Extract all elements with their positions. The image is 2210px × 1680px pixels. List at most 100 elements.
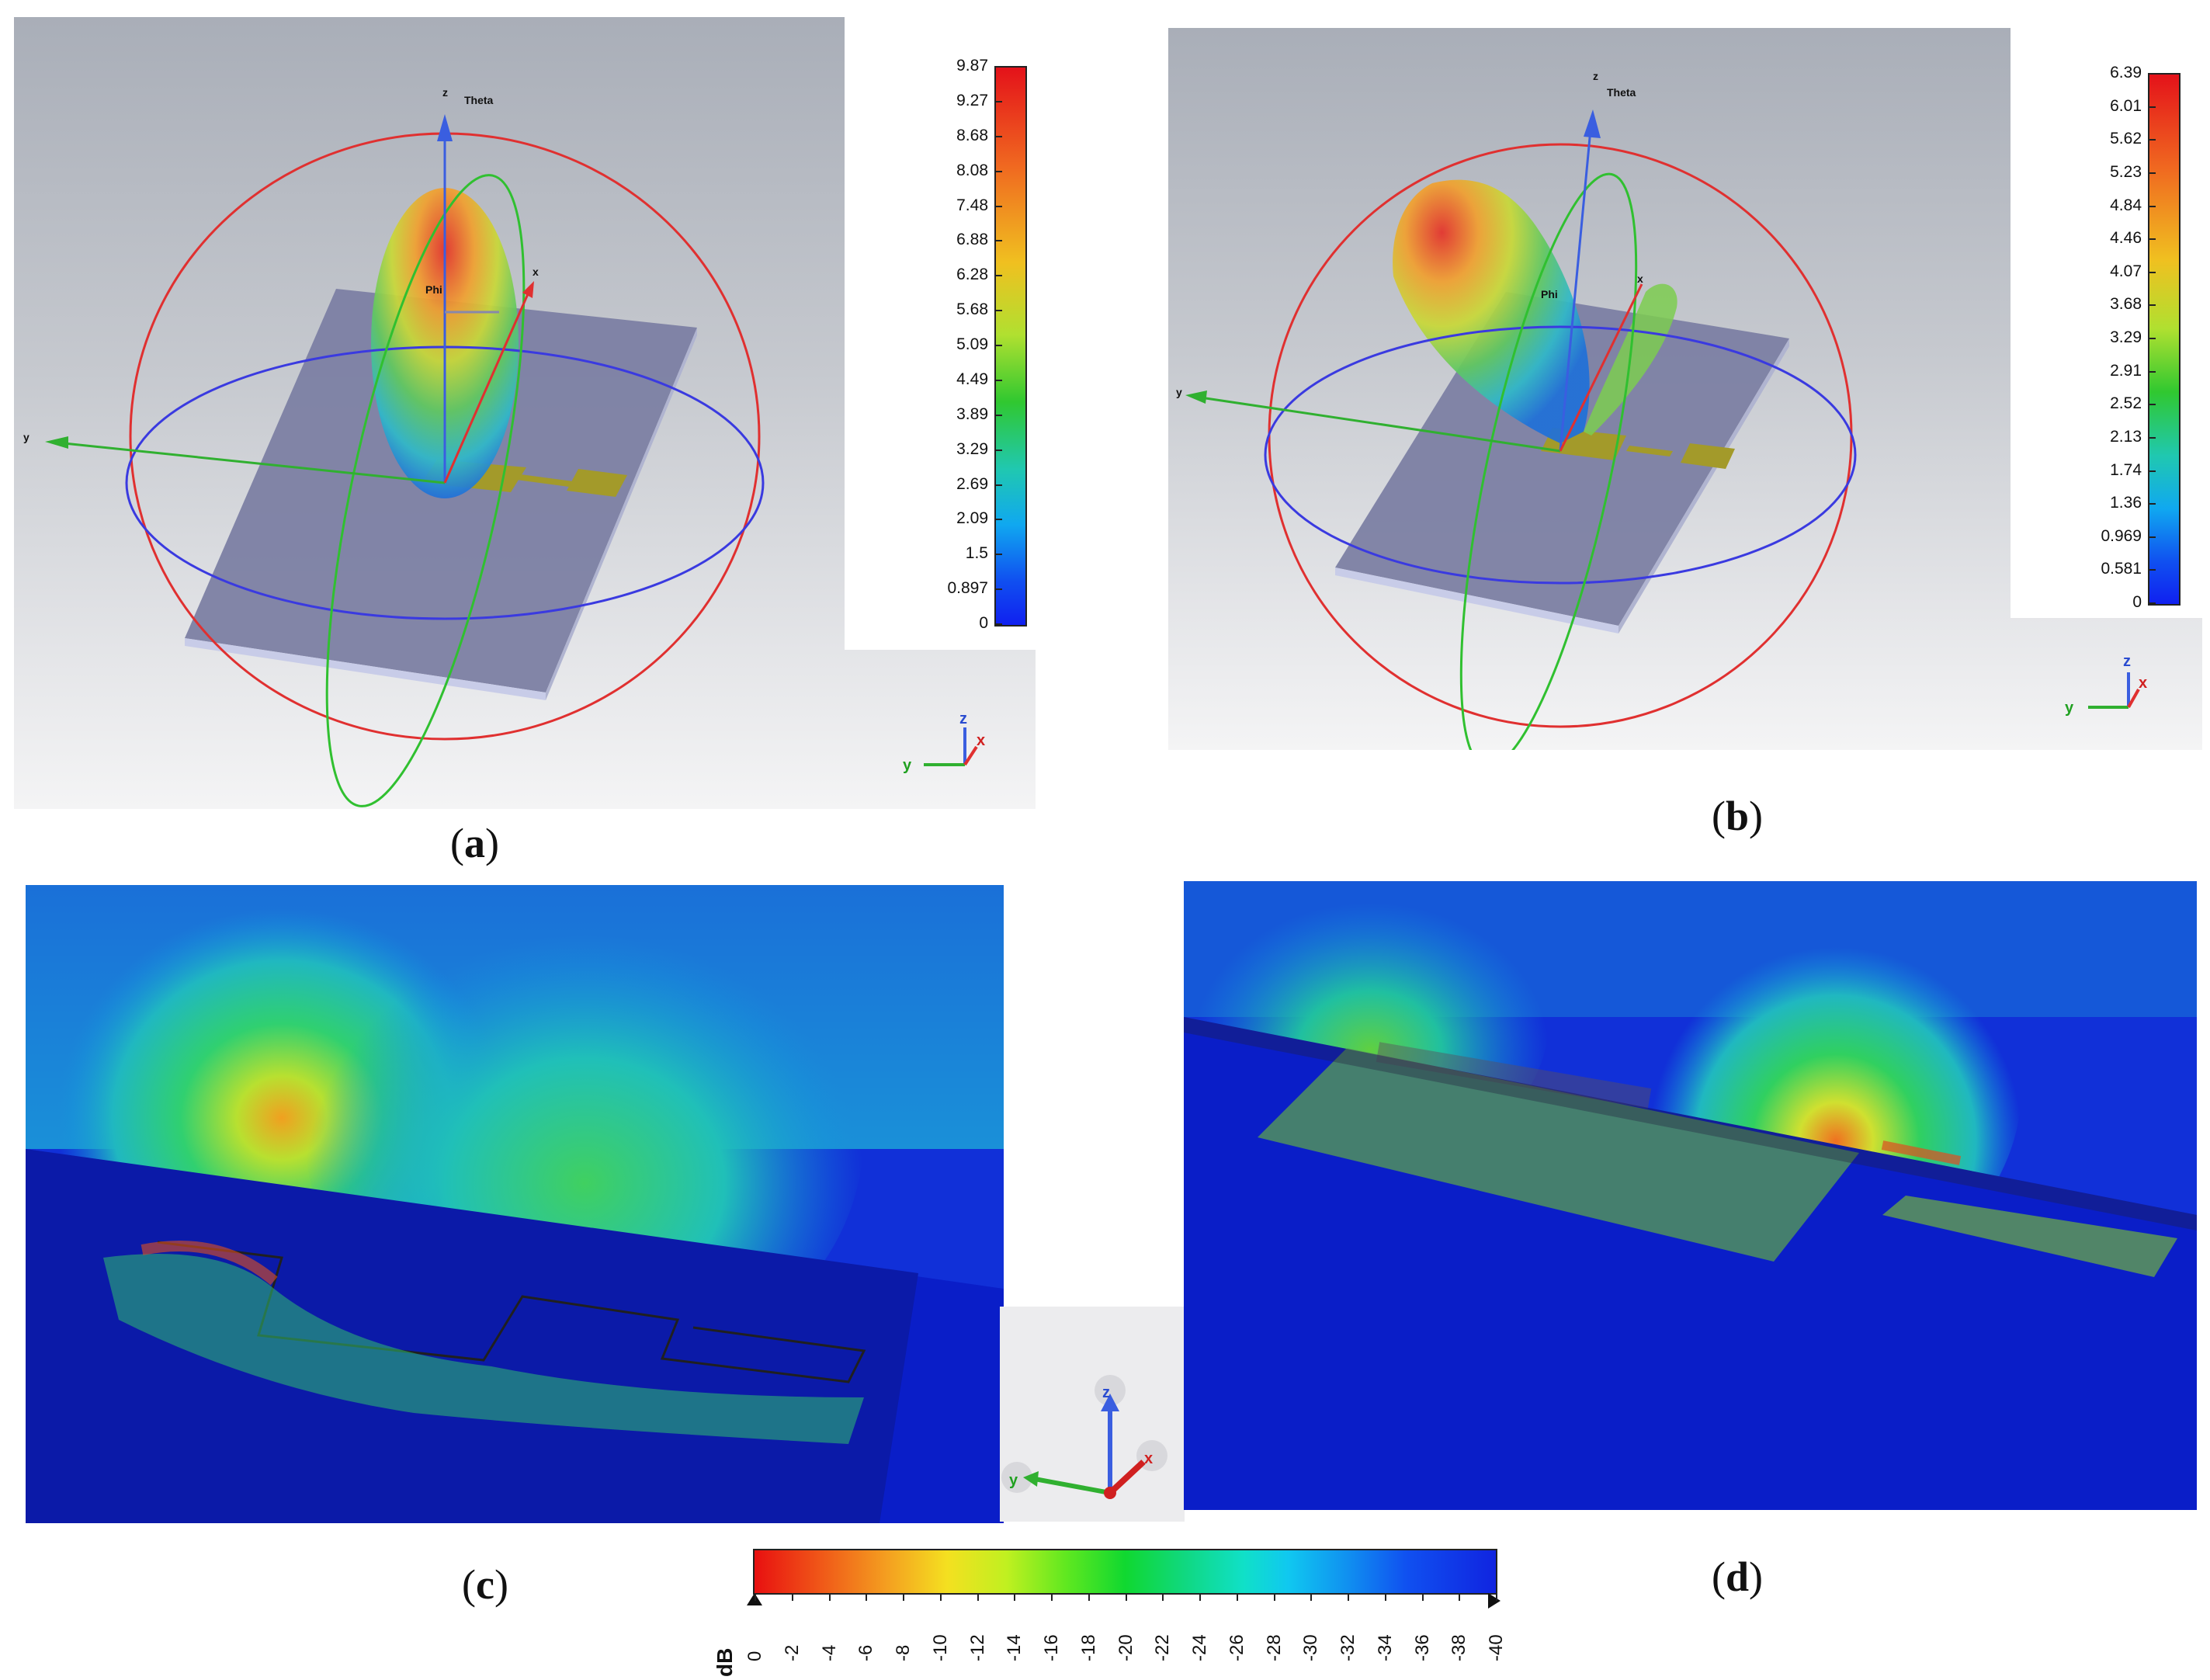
db-tick-label: -4 — [818, 1644, 840, 1661]
scale-tick-mark — [996, 345, 1002, 346]
db-tick-mark — [977, 1593, 979, 1601]
db-tick-label: -30 — [1300, 1634, 1322, 1661]
axis-phi-label: Phi — [425, 283, 442, 296]
patch-element — [1258, 1048, 1859, 1262]
substrate-edge — [185, 638, 546, 700]
db-tick-mark — [1459, 1593, 1461, 1601]
db-tick-label: -32 — [1337, 1634, 1358, 1661]
db-tick-label: -26 — [1226, 1634, 1247, 1661]
scale-tick-mark — [996, 310, 1002, 312]
db-tick-mark — [1496, 1593, 1497, 1601]
scale-tick-mark — [2149, 139, 2156, 141]
scale-tick-label: 8.68 — [956, 126, 988, 144]
db-tick-label: -6 — [855, 1644, 877, 1661]
radiation-lobe — [1393, 179, 1590, 443]
scale-tick-label: 6.88 — [956, 231, 988, 249]
feed-line — [1626, 446, 1673, 456]
db-unit-label: dB — [713, 1647, 737, 1677]
db-tick-label: -10 — [929, 1634, 951, 1661]
scale-tick-label: 8.08 — [956, 161, 988, 179]
scale-tick-label: 9.27 — [956, 91, 988, 109]
axis-z-label: z — [442, 86, 448, 99]
db-tick-label: -22 — [1152, 1634, 1174, 1661]
scale-tick-label: 2.69 — [956, 474, 988, 493]
triad-x-label: x — [1144, 1450, 1153, 1467]
scale-tick-label: 7.48 — [956, 196, 988, 214]
scale-tick-label: 1.36 — [2110, 494, 2142, 512]
scale-tick-mark — [996, 240, 1002, 242]
triad-z-label: z — [959, 710, 967, 727]
triad-x-label: x — [977, 732, 985, 749]
db-tick-label: -24 — [1189, 1634, 1210, 1661]
triad-y-label: y — [1009, 1472, 1018, 1489]
caption-d: (d) — [1712, 1553, 1764, 1600]
scale-tick-mark — [2149, 73, 2156, 75]
db-tick-mark — [1088, 1593, 1090, 1601]
triad-z-label: z — [1102, 1384, 1110, 1401]
scale-tick-mark — [2149, 238, 2156, 241]
scale-tick-label: 3.68 — [2110, 295, 2142, 314]
db-tick-label: -28 — [1263, 1634, 1285, 1661]
scale-tick-mark — [996, 379, 1002, 381]
db-tick-label: -20 — [1115, 1634, 1136, 1661]
db-tick-mark — [1273, 1593, 1275, 1601]
scale-tick-label: 1.5 — [965, 544, 988, 563]
db-tick-mark — [903, 1593, 904, 1601]
panel-d-field-distribution — [1184, 881, 2197, 1510]
scale-tick-mark — [2149, 106, 2156, 108]
scale-tick-mark — [2149, 172, 2156, 174]
scale-tick-label: 0.897 — [947, 579, 988, 598]
panel-a-3d-view: z Theta Phi x y z y x — [23, 86, 985, 807]
db-tick-mark — [866, 1593, 868, 1601]
panel-b-3d-view: z Theta Phi x y z y x — [1176, 70, 2147, 750]
db-tick-label: -16 — [1041, 1634, 1062, 1661]
scale-tick-mark — [996, 66, 1002, 68]
scale-tick-mark — [996, 170, 1002, 172]
db-tick-label: -14 — [1004, 1634, 1025, 1661]
db-tick-mark — [1199, 1593, 1201, 1601]
scale-tick-mark — [2149, 536, 2156, 538]
orientation-triad: z y x — [903, 710, 985, 774]
substrate-board — [1335, 292, 1789, 626]
scale-tick-mark — [2149, 370, 2156, 373]
db-tick-mark — [791, 1593, 793, 1601]
db-tick-label: -36 — [1411, 1634, 1433, 1661]
db-tick-mark — [1421, 1593, 1424, 1601]
db-tick-mark — [1236, 1593, 1238, 1601]
orientation-triad: z y x — [1001, 1375, 1167, 1499]
scale-tick-label: 3.89 — [956, 404, 988, 423]
scale-tick-mark — [996, 205, 1002, 207]
scale-tick-label: 0.581 — [2101, 560, 2142, 578]
scale-tick-mark — [996, 449, 1002, 451]
db-tick-label: 0 — [744, 1650, 765, 1661]
scale-tick-mark — [996, 554, 1002, 556]
axis-phi-label: Phi — [1541, 288, 1558, 300]
triad-y-label: y — [903, 757, 912, 774]
scale-tick-mark — [2149, 503, 2156, 505]
phi-circle-blue — [1264, 325, 1857, 585]
db-tick-label: -12 — [966, 1634, 988, 1661]
scale-tick-mark — [2149, 338, 2156, 339]
db-tick-mark — [1014, 1593, 1016, 1601]
scale-tick-mark — [996, 588, 1002, 591]
db-scale-max-marker — [1488, 1593, 1501, 1609]
scale-tick-label: 2.09 — [956, 509, 988, 528]
triad-z-label: z — [2123, 653, 2131, 670]
panel-b-radiation-pattern: z Theta Phi x y z y x 6.39 6.01 5.62 5.23 4.… — [1168, 28, 2202, 750]
db-tick-mark — [1125, 1593, 1127, 1601]
feed-line — [511, 474, 573, 487]
scale-tick-mark — [2149, 436, 2156, 439]
scale-tick-label: 2.91 — [2110, 361, 2142, 380]
color-bar-a — [994, 66, 1027, 627]
scale-tick-label: 4.07 — [2110, 262, 2142, 280]
scale-tick-label: 2.13 — [2110, 427, 2142, 446]
db-tick-mark — [1348, 1593, 1349, 1601]
elev-circle-green — [325, 174, 526, 807]
elev-circle-green — [1459, 172, 1638, 750]
scale-tick-label: 0 — [2132, 593, 2142, 611]
scale-tick-mark — [2149, 602, 2156, 604]
axis-y-label: y — [23, 431, 29, 443]
feed-pad — [1882, 1196, 2177, 1277]
db-tick-label: -18 — [1077, 1634, 1099, 1661]
scale-tick-label: 3.29 — [956, 439, 988, 458]
